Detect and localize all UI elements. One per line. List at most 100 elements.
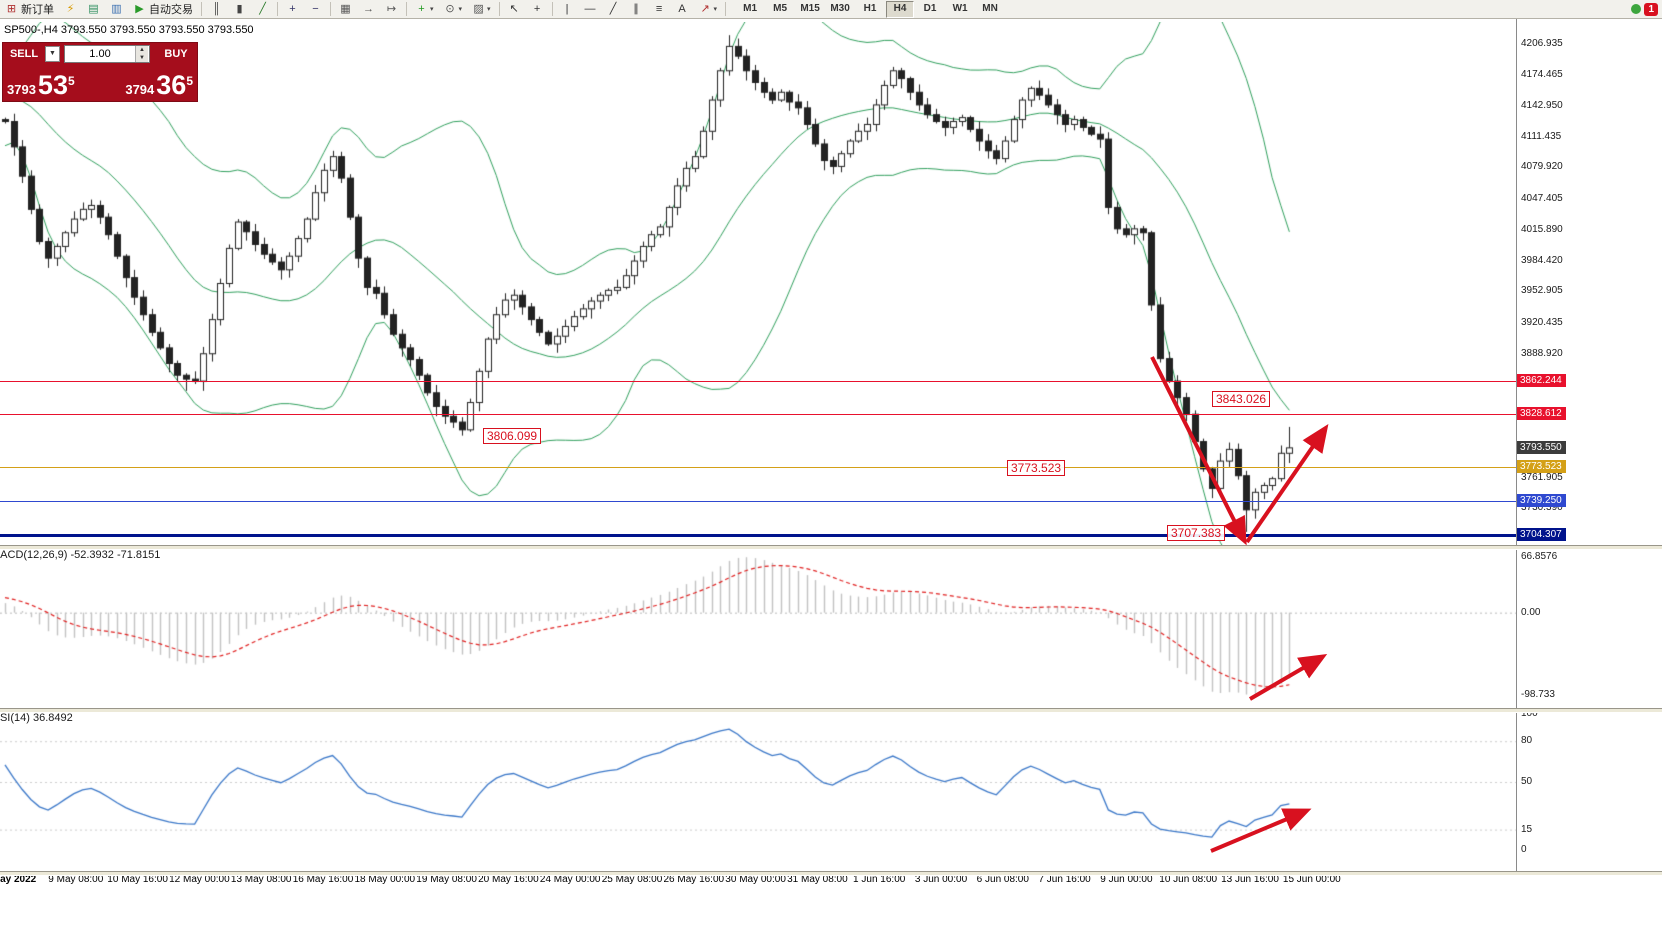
tile-windows-button[interactable]: ▦ bbox=[335, 0, 356, 18]
volume-increase-button[interactable]: ▲ bbox=[135, 46, 148, 54]
zoom-out-button[interactable]: − bbox=[305, 0, 326, 18]
timeframe-D1[interactable]: D1 bbox=[923, 2, 937, 14]
price-badge[interactable]: 3828.612 bbox=[1517, 406, 1566, 420]
price-annotation[interactable]: 3843.026 bbox=[1212, 391, 1271, 407]
autotrade-button[interactable]: ▶ 自动交易 bbox=[129, 0, 197, 18]
notification-badge[interactable]: 1 bbox=[1644, 2, 1658, 16]
clock-icon: ⊙ bbox=[445, 3, 455, 15]
macd-label: MACD(12,26,9) -52.3932 -71.8151 bbox=[0, 549, 161, 561]
time-axis-label: 20 May 16:00 bbox=[478, 874, 539, 885]
price-level-line[interactable] bbox=[0, 413, 1516, 415]
price-annotation[interactable]: 3806.099 bbox=[483, 428, 542, 444]
time-axis-label: 1 Jun 16:00 bbox=[853, 874, 906, 885]
timeframe-M30[interactable]: M30 bbox=[830, 2, 850, 14]
price-badge[interactable]: 3862.244 bbox=[1517, 373, 1566, 387]
cursor-button[interactable]: ↖ bbox=[504, 0, 525, 18]
buy-price[interactable]: 3794 36 5 bbox=[125, 72, 193, 99]
price-tick[interactable]: 3920.435 bbox=[1521, 317, 1563, 329]
lightning-icon: ⚡ bbox=[66, 3, 75, 15]
price-badge[interactable]: 3739.250 bbox=[1517, 493, 1566, 507]
timeframe-H4[interactable]: H4 bbox=[886, 0, 915, 18]
sell-button[interactable]: SELL bbox=[9, 48, 39, 60]
price-level-line[interactable] bbox=[0, 500, 1516, 502]
bar-chart-button[interactable]: ║ bbox=[206, 0, 227, 18]
navigator-button[interactable]: ▥ bbox=[106, 0, 127, 18]
sell-price-main: 3793 bbox=[7, 82, 36, 97]
price-badge[interactable]: 3773.523 bbox=[1517, 460, 1566, 474]
chart-shift-button[interactable]: ↦ bbox=[381, 0, 402, 18]
price-tick[interactable]: 4142.950 bbox=[1521, 99, 1563, 111]
price-annotation[interactable]: 3773.523 bbox=[1007, 460, 1066, 476]
price-tick[interactable]: 4015.890 bbox=[1521, 223, 1563, 235]
zoom-in-button[interactable]: + bbox=[282, 0, 303, 18]
panel-separator[interactable] bbox=[0, 871, 1662, 876]
rsi-canvas[interactable] bbox=[0, 711, 1516, 871]
arrows-button[interactable]: ↗ ▾ bbox=[695, 0, 722, 18]
chevron-down-icon: ▾ bbox=[487, 6, 491, 13]
order-options-dropdown[interactable]: ▼ bbox=[45, 46, 60, 62]
line-chart-button[interactable]: ╱ bbox=[252, 0, 273, 18]
price-tick[interactable]: 4111.435 bbox=[1521, 130, 1562, 142]
timeframe-M15[interactable]: M15 bbox=[800, 2, 820, 14]
horizontal-line-button[interactable]: — bbox=[580, 0, 601, 18]
volume-input[interactable] bbox=[65, 46, 135, 62]
indicators-plus-icon: + bbox=[418, 3, 425, 15]
periods-button[interactable]: ⊙ ▾ bbox=[440, 0, 467, 18]
template-icon: ▨ bbox=[473, 3, 484, 15]
price-level-line[interactable] bbox=[0, 467, 1516, 469]
price-tick[interactable]: 3952.905 bbox=[1521, 285, 1563, 297]
candlestick-button[interactable]: ▮ bbox=[229, 0, 250, 18]
metaeditor-button[interactable]: ⚡ bbox=[60, 0, 81, 18]
price-tick[interactable]: 4206.935 bbox=[1521, 37, 1563, 49]
trendline-button[interactable]: ╱ bbox=[603, 0, 624, 18]
crosshair-button[interactable]: + bbox=[527, 0, 548, 18]
volume-decrease-button[interactable]: ▼ bbox=[135, 54, 148, 62]
time-axis-label: 12 May 00:00 bbox=[169, 874, 230, 885]
chevron-down-icon: ▾ bbox=[713, 6, 718, 13]
timeframe-M5[interactable]: M5 bbox=[773, 2, 788, 14]
auto-scroll-button[interactable]: → bbox=[358, 0, 379, 18]
chevron-down-icon: ▾ bbox=[458, 6, 463, 13]
templates-button[interactable]: ▨ ▾ bbox=[468, 0, 495, 18]
time-axis-label: 13 Jun 16:00 bbox=[1221, 874, 1279, 885]
timeframe-MN[interactable]: MN bbox=[982, 2, 998, 14]
volume-spinner: ▲ ▼ bbox=[135, 46, 148, 62]
price-level-line[interactable] bbox=[0, 380, 1516, 382]
timeframe-W1[interactable]: W1 bbox=[952, 2, 968, 14]
fibonacci-icon: ≡ bbox=[655, 3, 663, 15]
text-button[interactable]: A bbox=[672, 0, 693, 18]
price-tick[interactable]: 3888.920 bbox=[1521, 347, 1563, 359]
price-tick[interactable]: 3730.390 bbox=[1521, 502, 1563, 514]
vertical-line-button[interactable]: | bbox=[557, 0, 578, 18]
macd-canvas[interactable] bbox=[0, 548, 1516, 708]
price-tick[interactable]: 4079.920 bbox=[1521, 161, 1563, 173]
indicators-button[interactable]: + ▾ bbox=[411, 0, 438, 18]
fibonacci-button[interactable]: ≡ bbox=[649, 0, 670, 18]
price-badge[interactable]: 3793.550 bbox=[1517, 440, 1566, 454]
price-annotation[interactable]: 3707.383 bbox=[1167, 525, 1226, 541]
time-axis-label: 13 May 08:00 bbox=[230, 874, 292, 885]
panel-separator[interactable] bbox=[0, 708, 1662, 713]
timeframe-H1[interactable]: H1 bbox=[863, 2, 877, 14]
new-order-button[interactable]: ⊞ 新订单 bbox=[1, 0, 58, 18]
toolbar-separator bbox=[330, 2, 331, 16]
price-tick[interactable]: 4047.405 bbox=[1521, 193, 1563, 205]
auto-scroll-icon: → bbox=[363, 3, 374, 15]
macd-axis-value: -98.733 bbox=[1521, 688, 1555, 700]
sell-price[interactable]: 3793 53 5 bbox=[7, 72, 75, 99]
market-watch-icon: ▤ bbox=[88, 3, 99, 15]
buy-button[interactable]: BUY bbox=[164, 48, 188, 60]
price-tick[interactable]: 3761.905 bbox=[1521, 471, 1563, 483]
time-axis-label: 30 May 00:00 bbox=[725, 874, 786, 885]
price-badge[interactable]: 3704.307 bbox=[1517, 527, 1566, 541]
price-tick[interactable]: 4174.465 bbox=[1521, 69, 1563, 81]
market-watch-button[interactable]: ▤ bbox=[83, 0, 104, 18]
price-level-line[interactable] bbox=[0, 533, 1516, 537]
timeframe-M1[interactable]: M1 bbox=[743, 2, 758, 14]
time-axis-label: 9 Jun 00:00 bbox=[1100, 874, 1153, 885]
panel-separator[interactable] bbox=[0, 545, 1662, 550]
channel-button[interactable]: ∥ bbox=[626, 0, 647, 18]
price-tick[interactable]: 3984.420 bbox=[1521, 254, 1563, 266]
time-axis-label: 16 May 16:00 bbox=[292, 874, 354, 885]
